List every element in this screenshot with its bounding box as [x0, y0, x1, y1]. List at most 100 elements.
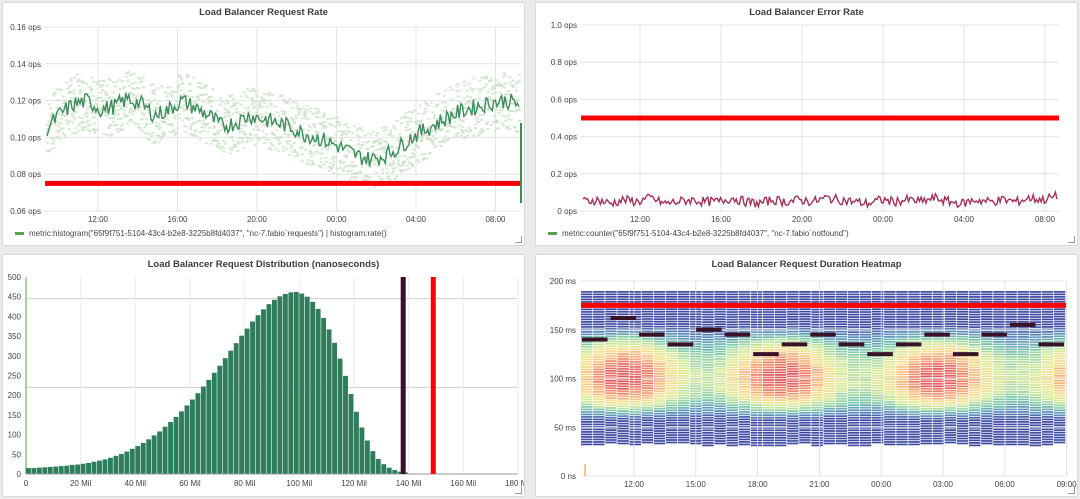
scatter-point [500, 122, 504, 125]
panel-title[interactable]: Load Balancer Request Duration Heatmap [711, 259, 902, 270]
scatter-point [152, 89, 156, 92]
scatter-point [293, 141, 297, 144]
scatter-point [286, 100, 290, 103]
heatmap-cell [617, 435, 629, 437]
heatmap-cell [920, 300, 932, 303]
heatmap-cell [1005, 301, 1017, 303]
heatmap-cell [641, 404, 654, 407]
heatmap-cell [605, 300, 617, 303]
scatter-point [429, 130, 433, 133]
heatmap-cell [593, 331, 605, 333]
histogram-bar [386, 467, 392, 474]
scatter-point [119, 117, 123, 120]
heatmap-cell [847, 348, 860, 351]
heatmap-cell [714, 442, 726, 445]
heatmap-cell [665, 360, 678, 362]
heatmap-cell [981, 417, 993, 420]
scatter-point [494, 120, 498, 123]
heatmap-cell [920, 328, 932, 331]
duration-heatmap-panel[interactable]: Load Balancer Request Duration Heatmap 0… [535, 254, 1078, 497]
heatmap-cell [678, 360, 690, 362]
heatmap-cell [775, 331, 787, 334]
scatter-point [157, 135, 161, 138]
scatter-point [455, 90, 459, 93]
request-distribution-panel[interactable]: Load Balancer Request Distribution (nano… [2, 254, 525, 497]
heatmap-cell [823, 370, 835, 373]
scatter-point [330, 168, 334, 171]
heatmap-cell [811, 379, 823, 381]
heatmap-cell [981, 412, 993, 415]
y-tick-label: 0.06 ops [10, 207, 41, 216]
heatmap-cell [678, 313, 690, 315]
heatmap-cell [726, 338, 738, 341]
heatmap-cell [678, 325, 690, 328]
scatter-point [168, 86, 172, 89]
heatmap-cell [1005, 388, 1017, 391]
heatmap-cell [872, 374, 884, 377]
panel-title[interactable]: Load Balancer Error Rate [749, 7, 864, 18]
heatmap-cell [811, 376, 823, 379]
heatmap-cell [835, 296, 848, 298]
heatmap-cell [981, 340, 993, 343]
heatmap-cell [714, 400, 726, 403]
legend[interactable]: metric:counter("65f9f751-5104-43c4-b2e8-… [548, 229, 849, 238]
heatmap-cell [799, 298, 811, 301]
scatter-point [182, 109, 186, 112]
resize-handle[interactable] [1068, 487, 1075, 494]
scatter-point [294, 151, 298, 154]
heatmap-cell [799, 325, 811, 328]
scatter-point [234, 119, 238, 122]
legend[interactable]: metric:histogram("65f9f751-5104-43c4-b2e… [15, 229, 387, 238]
scatter-point [311, 162, 315, 165]
heatmap-cell [1005, 441, 1017, 443]
heatmap-cell [944, 370, 957, 372]
heatmap-cell [629, 323, 641, 326]
heatmap-cell [884, 291, 896, 293]
resize-handle[interactable] [1068, 236, 1075, 243]
heatmap-cell [847, 369, 860, 371]
scatter-point [272, 113, 276, 116]
scatter-point [384, 126, 388, 129]
heatmap-cell [1053, 404, 1066, 407]
scatter-point [119, 124, 123, 127]
heatmap-cell [581, 346, 593, 348]
scatter-point [294, 117, 298, 120]
scatter-point [293, 155, 297, 158]
scatter-point [102, 111, 106, 114]
heatmap-cell [617, 323, 629, 326]
heatmap-cell [714, 298, 726, 301]
heatmap-cell [738, 403, 751, 406]
heatmap-cell [775, 336, 787, 339]
panel-title[interactable]: Load Balancer Request Rate [199, 7, 328, 18]
resize-handle[interactable] [515, 236, 522, 243]
heatmap-cell [605, 421, 617, 424]
heatmap-cell [593, 388, 605, 391]
scatter-point [241, 130, 245, 133]
heatmap-cell [750, 404, 763, 406]
scatter-point [387, 178, 391, 181]
request-rate-panel[interactable]: Load Balancer Request Rate 0.06 ops 0.08 … [2, 2, 525, 246]
heatmap-cell [617, 437, 629, 440]
heatmap-cell [593, 431, 605, 433]
heatmap-cell [617, 387, 629, 390]
scatter-point [311, 163, 315, 166]
histogram-bar [184, 405, 190, 474]
scatter-point [46, 123, 49, 126]
heatmap-cell [1053, 426, 1066, 429]
heatmap-cell [956, 318, 969, 321]
scatter-point [324, 135, 328, 138]
error-rate-panel[interactable]: Load Balancer Error Rate 0 ops 0.2 ops 0.4… [535, 2, 1078, 246]
heatmap-cell [908, 428, 920, 431]
panel-title[interactable]: Load Balancer Request Distribution (nano… [147, 259, 380, 270]
histogram-bar [392, 470, 398, 474]
scatter-point [86, 92, 90, 95]
heatmap-cell [629, 406, 641, 408]
heatmap-cell [847, 321, 860, 323]
heatmap-cell [762, 429, 775, 432]
heatmap-cell [969, 333, 981, 336]
heatmap-cell [605, 384, 617, 387]
heatmap-cell [762, 381, 775, 384]
resize-handle[interactable] [515, 487, 522, 494]
scatter-point [340, 136, 344, 139]
heatmap-cell [726, 366, 738, 369]
